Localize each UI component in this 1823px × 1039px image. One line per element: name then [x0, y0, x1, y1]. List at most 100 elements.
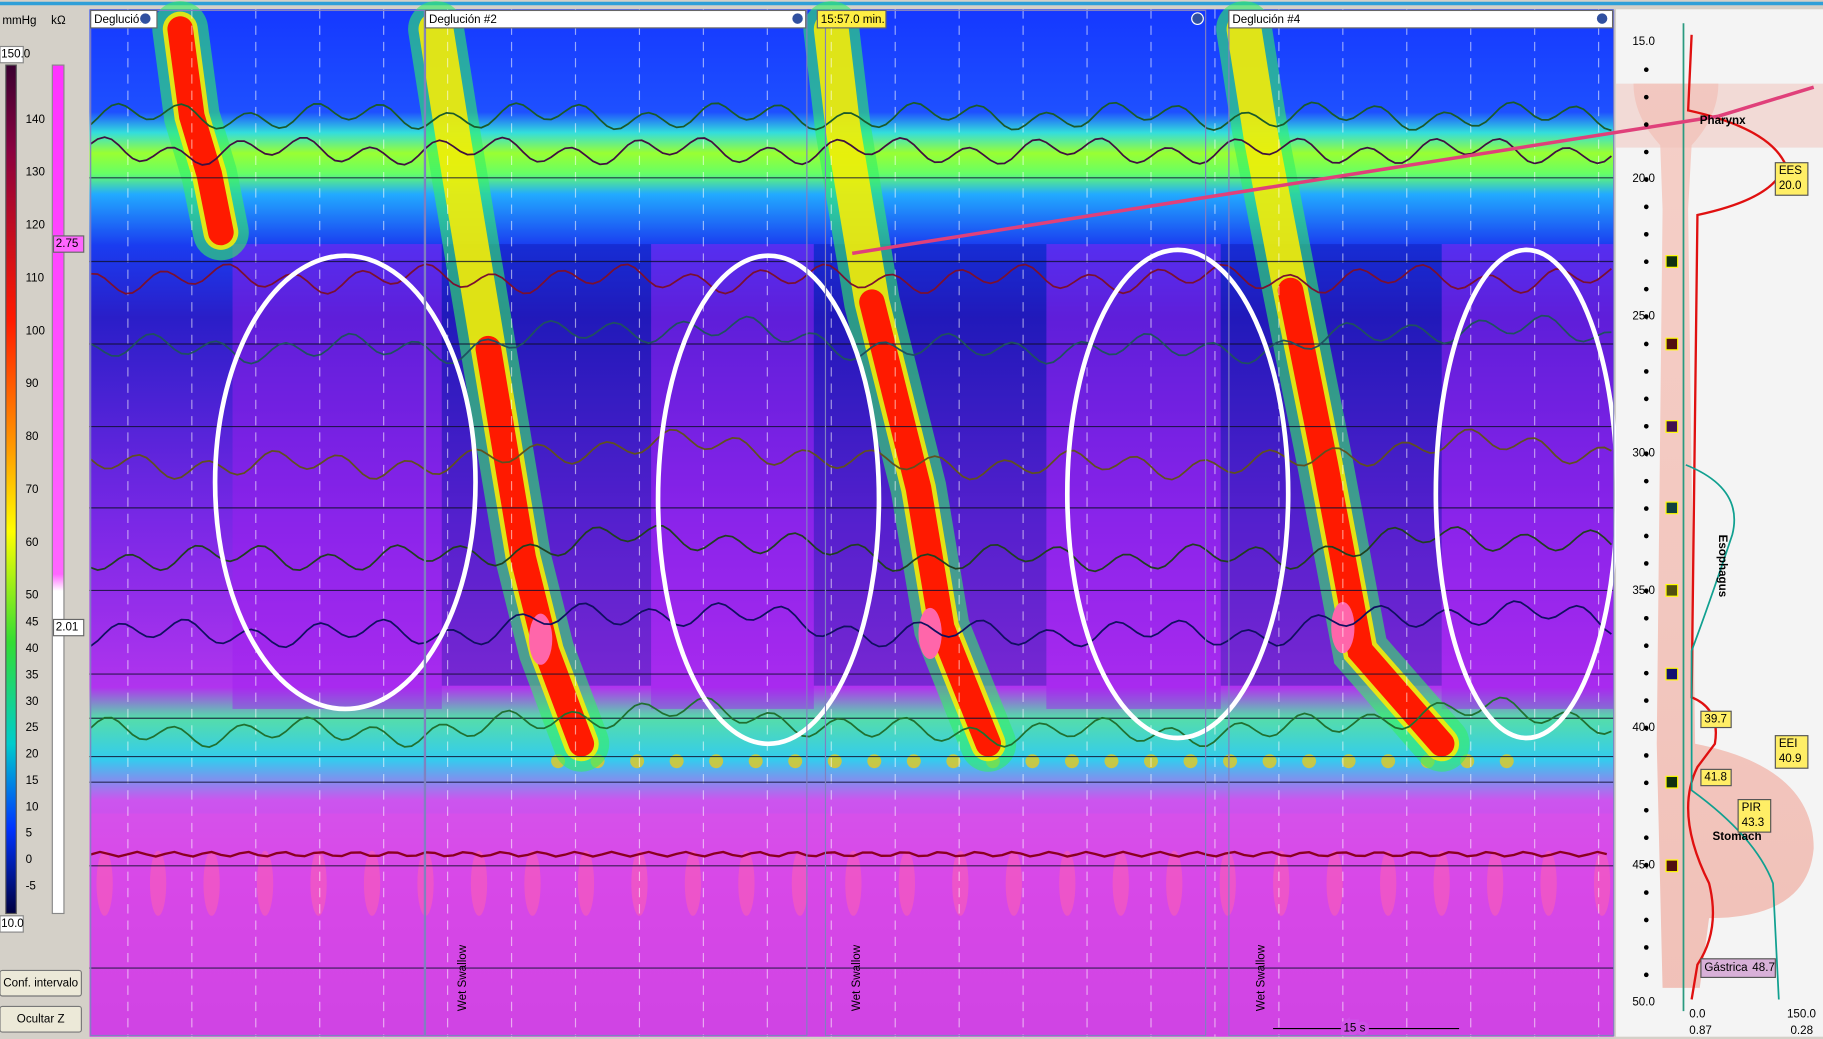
- gastric-blob: [1059, 850, 1076, 916]
- scale-label: 100: [26, 324, 45, 337]
- sensor-dot: [1643, 890, 1649, 895]
- impedance-bar: [51, 64, 65, 915]
- header-button[interactable]: [1595, 12, 1609, 25]
- gastric-blob: [1540, 850, 1557, 916]
- level-box: [1700, 710, 1732, 729]
- depth-label: 20.0: [1632, 172, 1655, 185]
- header-button[interactable]: [138, 12, 152, 25]
- scale-bottom: 10.0: [1, 917, 24, 930]
- gastric-blob: [791, 850, 809, 916]
- level-value: 40.9: [1779, 752, 1802, 765]
- les-blob: [669, 754, 684, 769]
- sensor-dot: [1643, 670, 1649, 676]
- depth-label: 25.0: [1632, 309, 1655, 322]
- channel-marker: [1665, 337, 1679, 351]
- inter-swallow-zone: [1046, 244, 1221, 709]
- sensor-dot: [1643, 177, 1649, 182]
- level-value: 48.7: [1752, 961, 1775, 974]
- sensor-dot: [1643, 67, 1649, 73]
- level-box: [1737, 799, 1772, 833]
- channel-marker: [1665, 859, 1679, 873]
- swallow-frame: [90, 9, 425, 1037]
- swallow-header: Deglución #2: [429, 13, 497, 26]
- button-face[interactable]: [0, 969, 82, 997]
- gastric-blob: [310, 850, 327, 916]
- sensor-dot: [1643, 945, 1649, 950]
- region-label: Pharynx: [1700, 114, 1746, 127]
- pointer-tail: [1717, 85, 1815, 118]
- sensor-dot: [1643, 478, 1649, 484]
- sensor-dot: [1643, 615, 1649, 621]
- les-blob: [1025, 754, 1040, 769]
- highlight-ellipse: [655, 253, 882, 747]
- wet-swallow-label: Wet Swallow: [456, 944, 469, 1011]
- sensor-dot: [1643, 506, 1649, 511]
- unit-label: mmHg: [2, 14, 36, 27]
- wet-swallow-label: Wet Swallow: [850, 944, 863, 1011]
- button-label[interactable]: Ocultar Z: [17, 1012, 65, 1025]
- sensor-dot: [1643, 314, 1649, 319]
- gastric-blob: [96, 850, 113, 916]
- gastric-blob: [1380, 850, 1397, 916]
- highlight-ellipse: [1064, 247, 1291, 741]
- streak-core: [475, 335, 595, 757]
- les-blob: [946, 754, 961, 769]
- les-blob: [709, 754, 724, 769]
- sensor-dot: [1643, 94, 1649, 100]
- sensor-dot: [1643, 149, 1649, 155]
- gastric-blob: [898, 850, 915, 916]
- level-value: 39.7: [1704, 712, 1727, 725]
- scale-label: 110: [26, 271, 45, 284]
- gastric-blob: [203, 850, 220, 916]
- time-scale-label: 15 s: [1343, 1022, 1365, 1035]
- sensor-dot: [1643, 259, 1649, 265]
- anatomy-outline: [1633, 83, 1814, 988]
- gastric-blob: [524, 850, 541, 916]
- depth-label: 30.0: [1632, 447, 1655, 460]
- scale-label: 45: [26, 616, 39, 629]
- button[interactable]: Ocultar Z: [0, 1005, 82, 1033]
- gastric-blob: [1593, 850, 1611, 916]
- swallow-header-box: [424, 9, 807, 29]
- gastric-blob: [631, 850, 648, 916]
- channel-marker: [1665, 255, 1679, 268]
- axis-label: 0.0: [1689, 1008, 1705, 1021]
- header-button[interactable]: [1191, 12, 1204, 25]
- les-blob: [748, 754, 763, 769]
- sensor-dot: [1643, 725, 1649, 731]
- level-box: [1774, 162, 1809, 196]
- trace: [90, 314, 1612, 365]
- swallow-header-box: [1228, 9, 1614, 29]
- level-name: PIR: [1742, 801, 1761, 814]
- scale-label: 130: [26, 166, 45, 179]
- button-label[interactable]: Conf. intervalo: [3, 976, 78, 989]
- les-blob: [1183, 754, 1198, 769]
- scale-label: 50: [26, 589, 39, 602]
- streak-core: [859, 289, 1002, 757]
- les-blob: [906, 754, 921, 769]
- depth-label: 45.0: [1632, 858, 1655, 871]
- impedance-marker: [52, 235, 85, 253]
- scale-box: [0, 915, 24, 933]
- les-blob: [1302, 754, 1317, 769]
- level-box: [1700, 958, 1776, 978]
- button-face[interactable]: [0, 1005, 82, 1033]
- depth-label: 40.0: [1632, 721, 1655, 734]
- les-blob: [1341, 754, 1356, 769]
- gastric-blob: [577, 850, 595, 916]
- level-value: 43.3: [1742, 816, 1765, 829]
- swallow-frame: [824, 9, 1207, 1037]
- scale-label: 35: [26, 668, 39, 681]
- gastric-blob: [684, 850, 702, 916]
- impedance-marker: [52, 618, 85, 637]
- sensor-dot: [1643, 204, 1649, 210]
- button[interactable]: Conf. intervalo: [0, 969, 82, 997]
- gastric-blob: [149, 850, 167, 916]
- gastric-blob: [952, 850, 969, 916]
- sensor-dot: [1643, 451, 1649, 457]
- unit-label: kΩ: [51, 14, 66, 27]
- header-button[interactable]: [791, 12, 804, 25]
- plot-overlay: Deglución Deglución #2 15:57.0 min. Degluci…: [89, 1, 1620, 1038]
- scale-label: 60: [26, 536, 39, 549]
